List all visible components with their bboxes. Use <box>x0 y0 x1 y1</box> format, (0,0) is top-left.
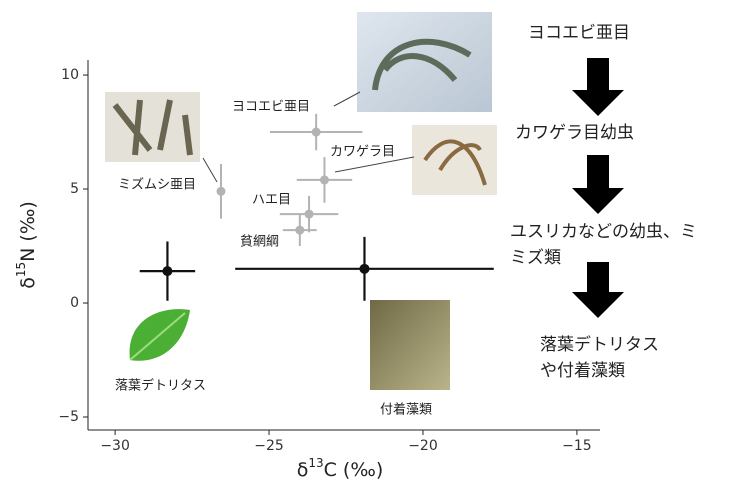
flow-label: カワゲラ目幼虫 <box>515 123 634 143</box>
point-label: 貧網綱 <box>240 235 279 250</box>
x-label-sup: 13 <box>308 456 323 470</box>
point <box>304 209 314 219</box>
flow-arrows <box>572 58 624 318</box>
point-label: 落葉デトリタス <box>115 378 206 394</box>
photo-detail <box>372 38 472 91</box>
y-axis-label: δ15N (‰) <box>14 201 39 288</box>
leaf-vein <box>129 312 186 361</box>
arrow <box>572 58 624 116</box>
point <box>162 266 173 277</box>
y-tick-label: 0 <box>70 295 79 311</box>
point <box>319 175 329 185</box>
point-label: 付着藻類 <box>380 402 432 418</box>
y-tick-label: 10 <box>61 67 79 83</box>
flow-label: ヨコエビ亜目 <box>528 23 630 43</box>
photo-amphipod <box>357 12 492 112</box>
x-tick-label: −30 <box>100 438 130 454</box>
point-label: ミズムシ亜目 <box>118 177 196 193</box>
x-tick-label: −20 <box>408 438 438 454</box>
x-tick-label: −15 <box>562 438 592 454</box>
leader-line <box>202 157 218 183</box>
point-label: ハエ目 <box>252 193 291 208</box>
y-label-suffix: N (‰) <box>17 201 39 262</box>
x-label-suffix: C (‰) <box>324 459 384 481</box>
arrow <box>572 262 624 318</box>
point-label: ヨコエビ亜目 <box>232 100 310 115</box>
x-label-prefix: δ <box>297 459 309 481</box>
point <box>311 127 321 137</box>
leader-line <box>333 91 361 107</box>
photo-detail <box>112 99 193 156</box>
y-label-sup: 15 <box>14 262 28 277</box>
y-tick-label: −5 <box>58 409 79 425</box>
leader-lines <box>202 91 415 183</box>
point <box>295 225 305 235</box>
point-label: カワゲラ目 <box>330 145 395 160</box>
photo-algae <box>370 300 450 390</box>
flow-label: ミズ類 <box>510 248 561 268</box>
flow-label: 落葉デトリタス <box>540 334 659 355</box>
x-tick-label: −25 <box>254 438 284 454</box>
y-tick-label: 5 <box>70 181 79 197</box>
point <box>216 186 226 196</box>
point <box>359 263 370 274</box>
photo-detail <box>423 139 487 186</box>
y-label-prefix: δ <box>17 277 39 289</box>
leader-line <box>334 156 415 173</box>
flow-label: や付着藻類 <box>540 361 625 381</box>
arrow <box>572 155 624 214</box>
flow-label: ユスリカなどの幼虫、ミ <box>510 222 697 242</box>
x-axis-label: δ13C (‰) <box>297 456 384 481</box>
